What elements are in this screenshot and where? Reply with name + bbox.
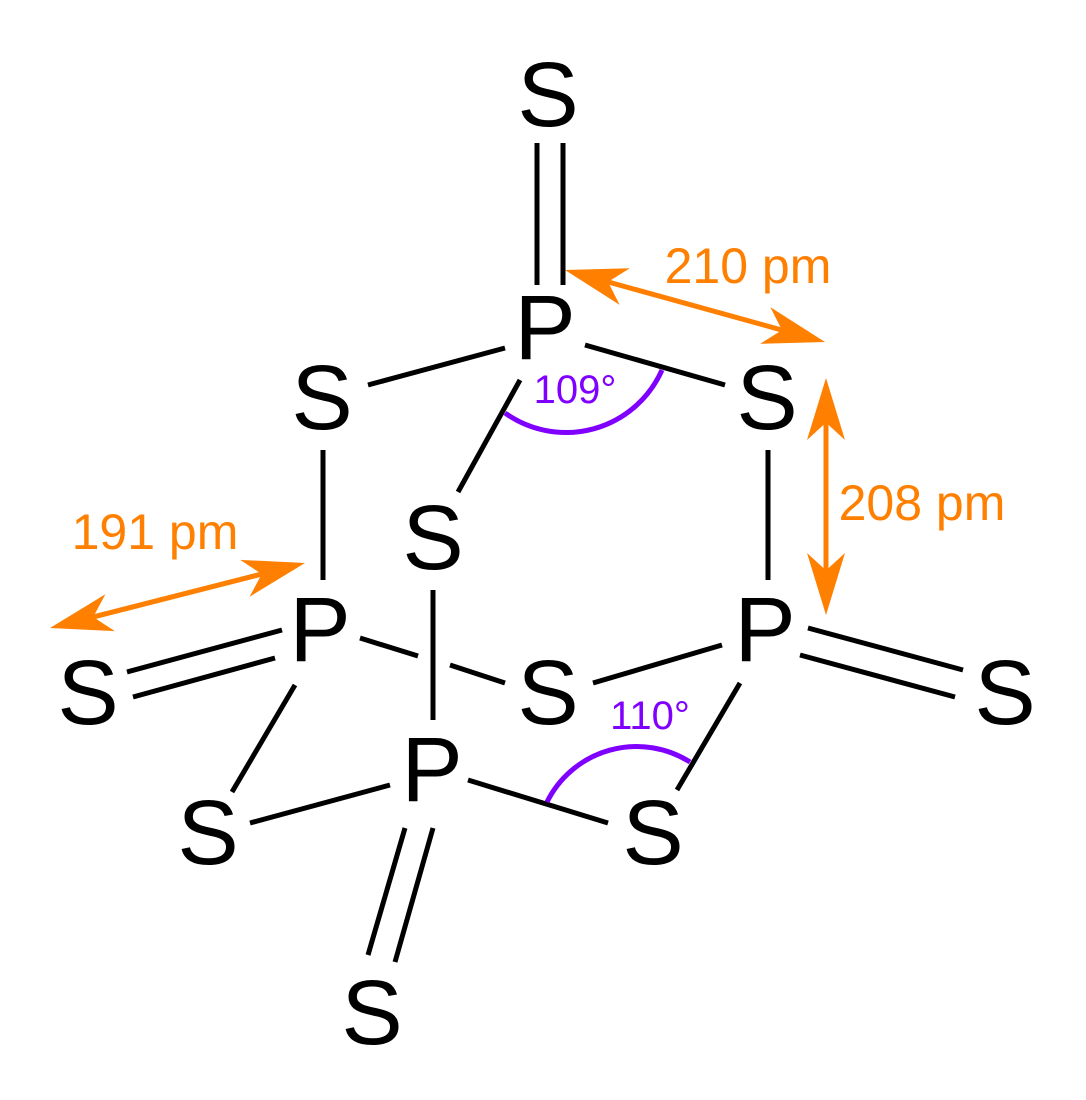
atom-label: S [57, 642, 118, 744]
atom-label: S [974, 642, 1035, 744]
bond [467, 777, 609, 826]
bond [674, 681, 743, 792]
atom-label: P [734, 579, 795, 681]
bond [807, 625, 964, 673]
bond-length-label: 210 pm [665, 238, 832, 294]
bond [229, 683, 298, 794]
angle-arc [503, 368, 665, 435]
arrow-shaft [583, 272, 807, 340]
atom-label: P [401, 719, 462, 821]
bond [365, 827, 408, 956]
bond [367, 345, 506, 388]
bond [359, 635, 419, 659]
atom-label: S [622, 782, 683, 884]
atom-label: P [514, 277, 575, 379]
atom-label: S [177, 782, 238, 884]
arrow-head [50, 594, 115, 632]
atom-label: S [341, 962, 402, 1064]
arrow-shaft [68, 565, 287, 626]
bond [449, 662, 506, 686]
bond-length-label: 208 pm [839, 475, 1006, 531]
bond [132, 655, 276, 700]
angle-label: 109° [534, 368, 617, 412]
atom-label: S [291, 347, 352, 449]
arrow-head [240, 559, 305, 597]
bond [584, 342, 726, 388]
angle-label: 110° [610, 694, 690, 738]
bond-length-label: 191 pm [72, 504, 239, 560]
arrow-head [565, 268, 630, 305]
bond [799, 652, 956, 700]
angle-arc [544, 744, 692, 804]
atom-label: S [402, 487, 463, 589]
atom-label: S [517, 642, 578, 744]
bond [592, 642, 723, 686]
bond [249, 782, 391, 826]
atom-label: S [736, 347, 797, 449]
atom-label: P [289, 579, 350, 681]
bond [455, 378, 523, 494]
arrow-head [760, 307, 825, 344]
bond [392, 827, 436, 963]
bond [126, 627, 283, 675]
atom-label: S [517, 44, 578, 146]
